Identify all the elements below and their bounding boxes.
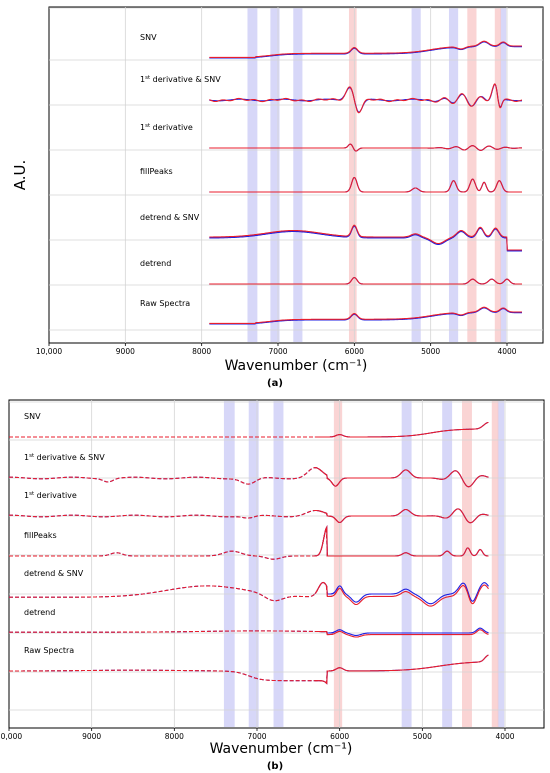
x-tick-label: 7000 bbox=[268, 347, 287, 356]
row-label: 1st derivative & SNV bbox=[24, 453, 105, 462]
series-line-red bbox=[209, 224, 522, 251]
series-line-dashed-red bbox=[9, 509, 340, 524]
x-tick-label: 5000 bbox=[421, 347, 440, 356]
series-line-dashed-red bbox=[9, 434, 340, 438]
row-label: SNV bbox=[24, 412, 41, 421]
row-label-rest: derivative & SNV bbox=[150, 75, 221, 84]
panel-label: (a) bbox=[267, 378, 283, 389]
row-label: fillPeaks bbox=[140, 167, 173, 176]
highlight-band-blue bbox=[500, 8, 507, 342]
series-line-dashed-red bbox=[9, 527, 340, 560]
series-line-dashed-red bbox=[9, 667, 340, 685]
row-label-base: 1 bbox=[24, 491, 29, 500]
panel-label: (b) bbox=[267, 761, 283, 772]
highlight-band-red bbox=[467, 8, 477, 342]
series-line-red bbox=[209, 277, 522, 285]
plot-frame bbox=[8, 399, 545, 729]
series-line-blue bbox=[209, 41, 522, 59]
x-tick-label: 8000 bbox=[165, 732, 184, 741]
x-tick-label: 7000 bbox=[247, 732, 266, 741]
row-label-rest: derivative & SNV bbox=[34, 453, 105, 462]
series-line-red bbox=[314, 508, 489, 524]
series-line-red bbox=[314, 467, 489, 488]
row-label-rest: derivative bbox=[34, 491, 77, 500]
series-line-blue bbox=[209, 307, 522, 325]
series-line-red bbox=[314, 581, 489, 607]
row-label-superscript: st bbox=[145, 123, 151, 129]
series-line-red bbox=[209, 176, 522, 193]
series-line-red bbox=[314, 629, 489, 638]
x-tick-label: 4000 bbox=[497, 347, 516, 356]
series-line-dashed-red bbox=[9, 467, 341, 487]
highlight-band-red bbox=[491, 401, 499, 727]
x-tick-label: 6000 bbox=[330, 732, 349, 741]
x-tick-label: 9000 bbox=[82, 732, 101, 741]
series-line-red bbox=[314, 525, 489, 557]
series-line-red bbox=[209, 40, 522, 58]
highlight-band-blue bbox=[247, 8, 258, 342]
row-label-base: 1 bbox=[140, 75, 145, 84]
x-tick-label: 8000 bbox=[192, 347, 211, 356]
series-line-red bbox=[209, 83, 523, 114]
x-tick-label: 10,000 bbox=[0, 732, 22, 741]
series-line-red bbox=[314, 421, 489, 438]
highlight-band-blue bbox=[223, 401, 235, 727]
x-tick-label: 4000 bbox=[495, 732, 514, 741]
row-label: detrend bbox=[24, 608, 55, 617]
highlight-band-blue bbox=[248, 401, 259, 727]
x-tick-label: 9000 bbox=[116, 347, 135, 356]
highlight-band-red bbox=[333, 401, 343, 727]
series-line-red bbox=[314, 654, 489, 685]
highlight-band-blue bbox=[273, 401, 284, 727]
highlight-band-blue bbox=[270, 8, 280, 342]
row-label-superscript: st bbox=[145, 75, 151, 81]
highlight-band-blue bbox=[293, 8, 303, 342]
highlight-band-blue bbox=[448, 8, 459, 342]
series-line-blue bbox=[209, 225, 522, 252]
x-tick-label: 10,000 bbox=[36, 347, 62, 356]
series-line-blue bbox=[314, 627, 489, 636]
row-label: fillPeaks bbox=[24, 531, 57, 540]
x-axis-label: Wavenumber (cm⁻¹) bbox=[210, 741, 353, 757]
row-label: 1st derivative bbox=[140, 123, 193, 132]
row-label: detrend bbox=[140, 259, 171, 268]
row-label: 1st derivative bbox=[24, 491, 77, 500]
highlight-band-blue bbox=[442, 401, 453, 727]
y-axis-label: A.U. bbox=[11, 160, 29, 191]
row-label: detrend & SNV bbox=[140, 213, 200, 222]
series-line-blue bbox=[314, 581, 489, 605]
row-label-base: 1 bbox=[24, 453, 29, 462]
x-tick-label: 6000 bbox=[345, 347, 364, 356]
highlight-band-red bbox=[462, 401, 472, 727]
row-label: Raw Spectra bbox=[24, 646, 74, 655]
highlight-band-blue bbox=[401, 401, 412, 727]
row-label: detrend & SNV bbox=[24, 569, 84, 578]
series-line-red bbox=[209, 306, 522, 324]
highlight-band-blue bbox=[411, 8, 421, 342]
row-label-superscript: st bbox=[29, 453, 35, 459]
row-label: 1st derivative & SNV bbox=[140, 75, 221, 84]
row-label: SNV bbox=[140, 33, 157, 42]
row-label: Raw Spectra bbox=[140, 299, 190, 308]
highlight-band-red bbox=[348, 8, 357, 342]
x-axis-label: Wavenumber (cm⁻¹) bbox=[225, 358, 368, 374]
series-line-dashed-red bbox=[9, 581, 340, 602]
row-label-rest: derivative bbox=[150, 123, 193, 132]
plot-frame bbox=[48, 6, 544, 344]
row-label-superscript: st bbox=[29, 491, 35, 497]
highlight-band-red bbox=[494, 8, 501, 342]
series-line-red bbox=[209, 143, 522, 152]
series-line-dashed-red bbox=[9, 630, 340, 636]
highlight-band-blue bbox=[497, 401, 505, 727]
x-tick-label: 5000 bbox=[413, 732, 432, 741]
row-label-base: 1 bbox=[140, 123, 145, 132]
